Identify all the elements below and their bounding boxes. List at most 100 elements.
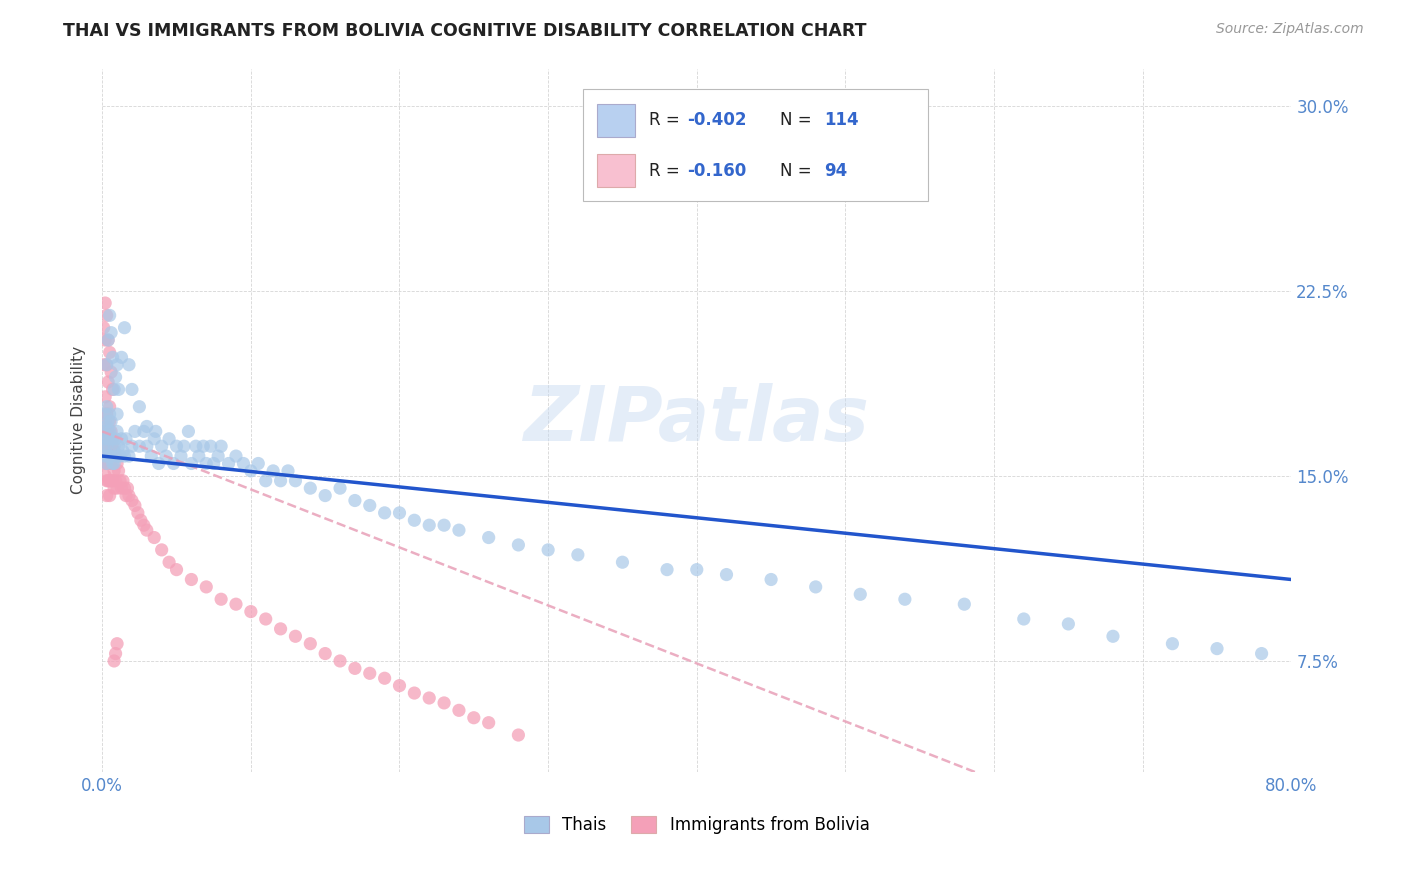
- Point: [96, 457, 118, 471]
- Point: [655, 563, 678, 577]
- Point: [115, 489, 138, 503]
- Point: [114, 481, 136, 495]
- Point: [98, 415, 121, 429]
- Point: [97, 333, 120, 347]
- Point: [388, 506, 411, 520]
- Point: [1012, 612, 1035, 626]
- Point: [508, 728, 530, 742]
- Point: [132, 518, 155, 533]
- Point: [105, 407, 128, 421]
- Point: [121, 493, 143, 508]
- Point: [105, 637, 128, 651]
- Point: [135, 523, 157, 537]
- Point: [121, 439, 143, 453]
- Text: R =: R =: [650, 112, 685, 129]
- Point: [128, 439, 150, 453]
- Point: [97, 457, 120, 471]
- Point: [418, 518, 440, 533]
- Point: [277, 464, 299, 478]
- Point: [180, 457, 202, 471]
- Point: [478, 715, 501, 730]
- Point: [97, 375, 120, 389]
- Point: [1206, 641, 1229, 656]
- Point: [195, 580, 218, 594]
- Point: [107, 464, 129, 478]
- Point: [299, 637, 322, 651]
- Point: [157, 555, 180, 569]
- Point: [101, 449, 124, 463]
- Point: [94, 468, 117, 483]
- Point: [135, 439, 157, 453]
- Point: [105, 358, 128, 372]
- Point: [127, 506, 149, 520]
- Point: [299, 481, 322, 495]
- Point: [94, 449, 117, 463]
- Point: [93, 425, 115, 439]
- Point: [129, 513, 152, 527]
- Point: [94, 432, 117, 446]
- Point: [374, 671, 396, 685]
- Point: [105, 481, 128, 495]
- Point: [329, 481, 352, 495]
- Point: [96, 358, 118, 372]
- Point: [209, 439, 232, 453]
- Point: [96, 309, 118, 323]
- Point: [148, 457, 170, 471]
- Point: [100, 474, 122, 488]
- Point: [100, 439, 122, 453]
- Point: [108, 474, 131, 488]
- Point: [97, 333, 120, 347]
- Point: [101, 351, 124, 365]
- Point: [804, 580, 827, 594]
- Point: [478, 531, 501, 545]
- Point: [111, 474, 134, 488]
- Point: [166, 563, 188, 577]
- Point: [1057, 616, 1080, 631]
- Point: [103, 457, 125, 471]
- Point: [225, 449, 247, 463]
- Point: [329, 654, 352, 668]
- Point: [103, 481, 125, 495]
- Point: [143, 432, 166, 446]
- Point: [433, 518, 456, 533]
- Point: [239, 464, 262, 478]
- Text: THAI VS IMMIGRANTS FROM BOLIVIA COGNITIVE DISABILITY CORRELATION CHART: THAI VS IMMIGRANTS FROM BOLIVIA COGNITIV…: [63, 22, 866, 40]
- Point: [94, 390, 117, 404]
- Point: [103, 439, 125, 453]
- Point: [132, 425, 155, 439]
- Point: [105, 457, 128, 471]
- Point: [98, 425, 121, 439]
- Point: [105, 449, 128, 463]
- Point: [94, 296, 117, 310]
- Point: [759, 573, 782, 587]
- Point: [100, 457, 122, 471]
- Point: [103, 464, 125, 478]
- Point: [115, 432, 138, 446]
- Point: [111, 444, 134, 458]
- Point: [173, 439, 195, 453]
- Point: [314, 489, 336, 503]
- Point: [94, 449, 117, 463]
- Point: [107, 439, 129, 453]
- Point: [108, 449, 131, 463]
- Point: [98, 309, 121, 323]
- Point: [388, 679, 411, 693]
- Point: [209, 592, 232, 607]
- FancyBboxPatch shape: [583, 89, 928, 201]
- Point: [104, 449, 127, 463]
- Text: Source: ZipAtlas.com: Source: ZipAtlas.com: [1216, 22, 1364, 37]
- Point: [100, 432, 122, 446]
- Point: [98, 400, 121, 414]
- Point: [195, 457, 218, 471]
- Point: [117, 481, 139, 495]
- Text: 114: 114: [824, 112, 859, 129]
- Point: [508, 538, 530, 552]
- Point: [128, 400, 150, 414]
- Point: [202, 457, 225, 471]
- Point: [98, 449, 121, 463]
- Point: [135, 419, 157, 434]
- Point: [200, 439, 222, 453]
- Point: [103, 444, 125, 458]
- Point: [118, 489, 141, 503]
- Point: [537, 542, 560, 557]
